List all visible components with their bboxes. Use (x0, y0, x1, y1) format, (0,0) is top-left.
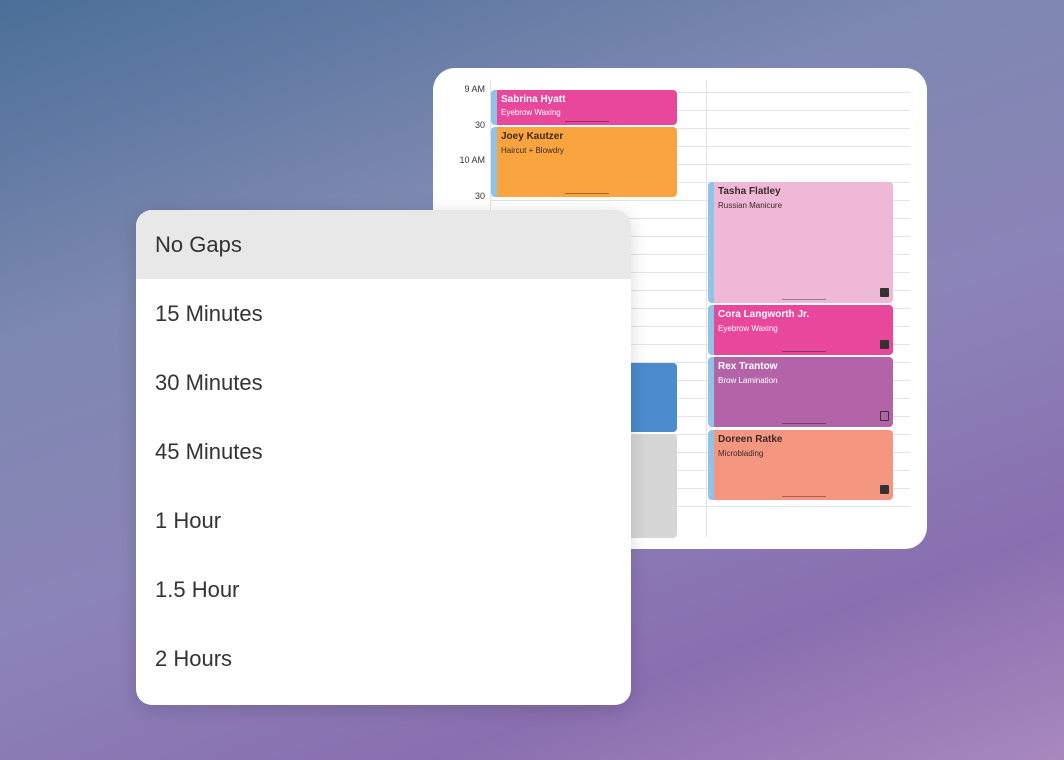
client-name: Doreen Ratke (718, 434, 783, 445)
grid-line (491, 452, 910, 453)
client-name: Cora Langworth Jr. (718, 309, 810, 320)
appointment-doreen-ratke[interactable]: Doreen Ratke Microblading (708, 430, 893, 500)
note-icon (880, 340, 889, 349)
service-name: Brow Lamination (718, 376, 778, 385)
grid-line (491, 470, 910, 471)
grid-line (491, 236, 910, 237)
grid-line (491, 92, 910, 93)
resize-handle[interactable] (781, 351, 826, 352)
resize-handle[interactable] (565, 121, 609, 122)
option-30-minutes[interactable]: 30 Minutes (155, 369, 263, 395)
service-name: Haircut + Blowdry (501, 146, 564, 155)
grid-line (491, 506, 910, 507)
grid-line (491, 164, 910, 165)
appointment-tasha-flatley[interactable]: Tasha Flatley Russian Manicure (708, 182, 893, 303)
service-name: Microblading (718, 449, 764, 458)
grid-line (491, 308, 910, 309)
resize-handle[interactable] (565, 193, 609, 194)
appointment-sabrina-hyatt[interactable]: Sabrina Hyatt Eyebrow Waxing (491, 90, 677, 125)
grid-line (491, 362, 910, 363)
grid-line (491, 272, 910, 273)
client-name: Sabrina Hyatt (501, 94, 566, 105)
grid-line (491, 290, 910, 291)
grid-line (491, 434, 910, 435)
service-name: Russian Manicure (718, 201, 783, 210)
time-label: 30 (474, 191, 485, 201)
grid-line (491, 200, 910, 201)
option-2-hours[interactable]: 2 Hours (155, 645, 233, 671)
grid-line (491, 128, 910, 129)
time-label: 9 AM (464, 84, 485, 94)
option-no-gaps[interactable]: No Gaps (136, 210, 631, 279)
service-name: Eyebrow Waxing (718, 324, 778, 333)
appointment-rex-trantow[interactable]: Rex Trantow Brow Lamination (708, 357, 893, 427)
time-label: 30 (474, 120, 485, 130)
option-45-minutes[interactable]: 45 Minutes (155, 438, 263, 464)
grid-line (491, 254, 910, 255)
time-label: 10 AM (459, 155, 485, 165)
note-icon (880, 288, 889, 297)
grid-line (491, 182, 910, 183)
grid-line (491, 380, 910, 381)
grid-line (491, 326, 910, 327)
option-15-minutes[interactable]: 15 Minutes (155, 300, 263, 326)
grid-line (491, 110, 910, 111)
note-icon (880, 485, 889, 494)
clipboard-icon (880, 411, 889, 421)
client-name: Rex Trantow (718, 361, 778, 372)
resize-handle[interactable] (781, 299, 826, 300)
column-divider (706, 80, 707, 537)
grid-line (491, 218, 910, 219)
grid-line (491, 488, 910, 489)
grid-line (491, 146, 910, 147)
service-name: Eyebrow Waxing (501, 108, 561, 117)
option-1-5-hour[interactable]: 1.5 Hour (155, 576, 240, 602)
appointment-cora-langworth[interactable]: Cora Langworth Jr. Eyebrow Waxing (708, 305, 893, 355)
appointment-joey-kautzer[interactable]: Joey Kautzer Haircut + Blowdry (491, 127, 677, 197)
resize-handle[interactable] (781, 496, 826, 497)
grid-line (491, 416, 910, 417)
client-name: Joey Kautzer (501, 131, 564, 142)
grid-line (491, 344, 910, 345)
gap-dropdown-menu: No Gaps 15 Minutes 30 Minutes 45 Minutes… (136, 210, 631, 705)
option-1-hour[interactable]: 1 Hour (155, 507, 222, 533)
client-name: Tasha Flatley (718, 186, 781, 197)
resize-handle[interactable] (781, 423, 826, 424)
grid-line (491, 398, 910, 399)
